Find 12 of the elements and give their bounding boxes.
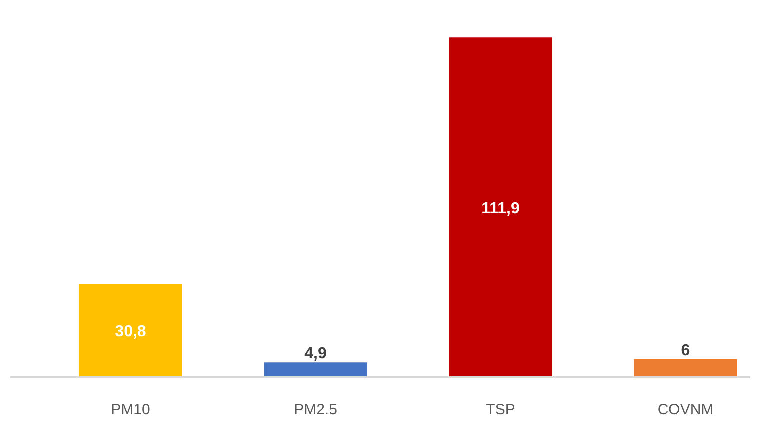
x-tick-label: TSP bbox=[486, 402, 516, 418]
bar bbox=[449, 38, 552, 378]
data-label: 6 bbox=[681, 342, 690, 360]
data-label: 111,9 bbox=[482, 200, 520, 218]
x-tick-label: PM10 bbox=[111, 402, 150, 418]
bar bbox=[634, 359, 738, 378]
bar bbox=[79, 284, 182, 378]
data-label: 4,9 bbox=[304, 346, 327, 363]
bar bbox=[264, 362, 368, 378]
x-tick-label: PM2.5 bbox=[294, 402, 338, 418]
x-tick-label: COVNM bbox=[658, 402, 714, 418]
data-label: 30,8 bbox=[115, 324, 146, 341]
